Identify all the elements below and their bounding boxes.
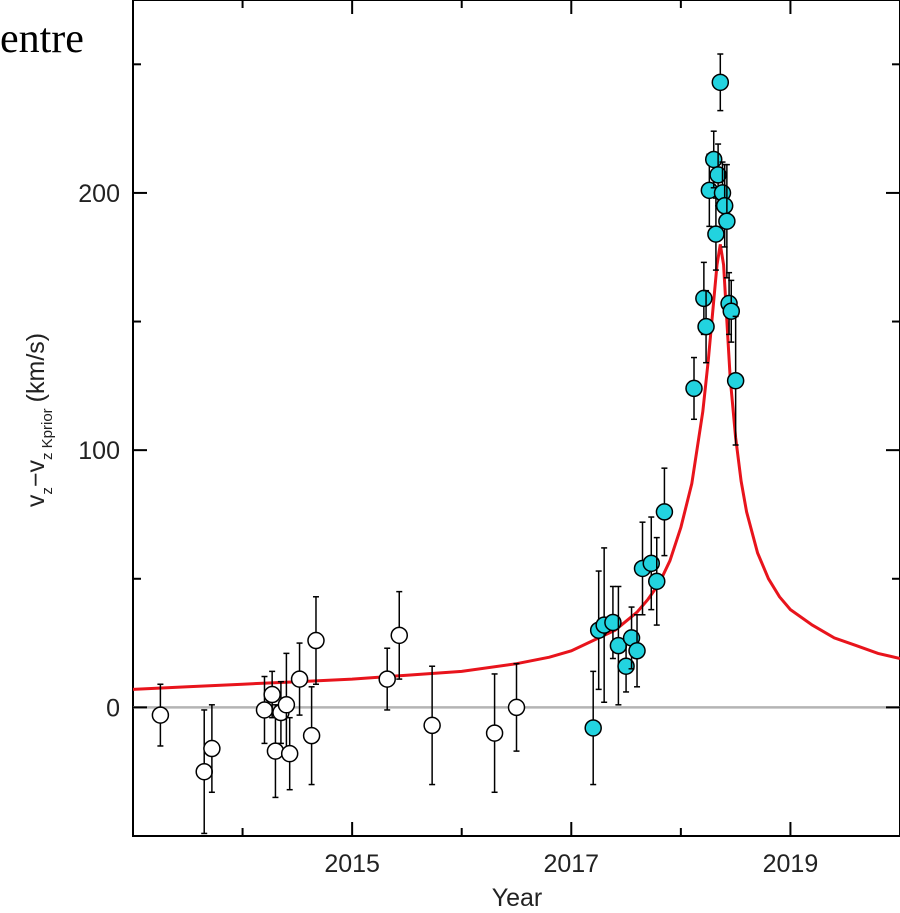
x-tick-label: 2019 [763, 850, 819, 878]
ylabel-mid: −v [22, 460, 50, 488]
data-point [718, 212, 736, 230]
data-point [255, 701, 274, 719]
data-point [704, 150, 723, 169]
data-point [722, 302, 741, 320]
cropped-header-text: entre [0, 16, 84, 62]
data-point [628, 642, 646, 660]
data-point [280, 744, 299, 763]
ylabel-unit: (km/s) [22, 333, 50, 402]
data-point [263, 685, 281, 704]
y-axis-title: vz−vz Kprior (km/s) [22, 333, 56, 507]
data-point [695, 289, 713, 308]
ylabel-main: v [22, 494, 50, 507]
data-points [151, 53, 745, 835]
data-point [290, 670, 309, 688]
data-point [203, 739, 221, 758]
y-tick-label: 200 [78, 180, 120, 208]
ylabel-sub1: z [39, 487, 56, 495]
y-tick-label: 100 [78, 437, 120, 465]
data-point [604, 613, 622, 632]
y-tick-label: 0 [106, 694, 120, 722]
data-point [307, 631, 325, 650]
data-point [390, 626, 409, 645]
data-point [648, 572, 666, 591]
data-point [707, 225, 725, 243]
data-point [266, 742, 285, 760]
data-point [277, 696, 296, 714]
x-tick-label: 2015 [324, 850, 380, 878]
data-point [302, 726, 321, 745]
fit-curve-group [132, 244, 900, 691]
data-point [378, 670, 396, 688]
data-point [715, 197, 734, 215]
data-point [507, 698, 526, 717]
data-point [709, 166, 727, 184]
x-axis-title: Year [492, 884, 543, 912]
data-point [485, 724, 504, 742]
data-point [151, 706, 170, 724]
data-point [655, 503, 674, 521]
fit-curve [132, 244, 900, 691]
data-point [617, 657, 635, 675]
plot-frame [132, 0, 900, 837]
x-tick-label: 2017 [543, 850, 599, 878]
data-point [195, 762, 213, 781]
data-point [697, 317, 715, 336]
data-point [584, 719, 602, 737]
data-point [642, 554, 661, 573]
data-point [685, 379, 703, 398]
data-point [423, 716, 441, 735]
data-point [726, 371, 745, 390]
y-ticks: 0 100 200 [78, 63, 900, 837]
ylabel-sub2: z Kprior [39, 408, 56, 460]
data-point [711, 73, 730, 92]
x-ticks: 2015 2017 2019 [132, 0, 900, 878]
